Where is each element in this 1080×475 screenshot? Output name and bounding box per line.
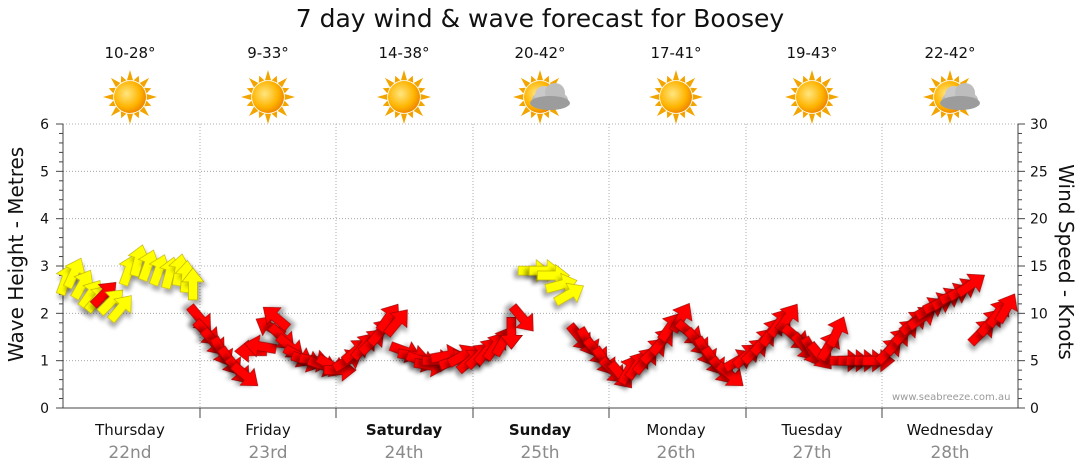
day-temperature: 17-41° [650, 44, 702, 62]
y-left-tick-label: 3 [40, 259, 49, 275]
wind-arrow [825, 316, 849, 349]
day-date: 26th [656, 443, 696, 463]
y-left-tick-label: 6 [40, 117, 49, 133]
watermark: www.seabreeze.com.au [892, 392, 1011, 403]
day-name: Wednesday [906, 421, 994, 439]
wind-arrow [106, 295, 132, 324]
day-name: Monday [646, 421, 706, 439]
day-temperature: 22-42° [924, 44, 976, 62]
day-temperature: 14-38° [378, 44, 430, 62]
sun-icon [785, 70, 839, 124]
wind-arrow [994, 293, 1018, 325]
day-name: Saturday [365, 421, 443, 439]
day-date: 25th [520, 443, 560, 463]
wind-arrow [262, 306, 292, 332]
y-right-tick-label: 10 [1030, 306, 1048, 322]
sun-icon [241, 70, 295, 124]
wind-arrow [955, 273, 986, 298]
y-left-tick-label: 0 [40, 401, 49, 417]
y-left-tick-label: 5 [40, 164, 49, 180]
day-name: Sunday [508, 421, 572, 439]
y-right-tick-label: 25 [1030, 164, 1048, 180]
y-right-tick-label: 30 [1030, 117, 1048, 133]
wind-arrow [774, 303, 799, 334]
day-date: 23rd [248, 443, 288, 463]
cloud-icon [530, 83, 570, 110]
day-date: 24th [384, 443, 424, 463]
wind-arrow [382, 309, 408, 338]
day-temperature: 20-42° [514, 44, 566, 62]
wind-arrow [553, 282, 584, 307]
wind-arrow [715, 361, 744, 387]
sun-cloud-icon [923, 70, 980, 124]
day-date: 28th [930, 443, 970, 463]
y-right-tick-label: 5 [1030, 354, 1039, 370]
sun-icon [103, 70, 157, 124]
wind-arrow [499, 316, 524, 350]
day-temperature: 19-43° [786, 44, 838, 62]
y-axis-left-label: Wave Height - Metres [4, 146, 28, 362]
y-left-tick-label: 1 [40, 354, 49, 370]
y-left-tick-label: 2 [40, 306, 49, 322]
weather-icons [103, 70, 980, 124]
y-right-tick-label: 0 [1030, 401, 1039, 417]
y-right-tick-label: 20 [1030, 212, 1048, 228]
day-date: 27th [792, 443, 832, 463]
day-name: Tuesday [781, 421, 843, 439]
y-axis-right-label: Wind Speed - Knots [1054, 164, 1078, 360]
sun-icon [649, 70, 703, 124]
wind-arrow [181, 267, 205, 301]
chart-title: 7 day wind & wave forecast for Boosey [295, 4, 785, 33]
cloud-icon [940, 83, 980, 110]
day-date: 22nd [108, 443, 152, 463]
wind-arrows [55, 244, 1018, 389]
y-right-tick-label: 15 [1030, 259, 1048, 275]
day-temperature: 10-28° [104, 44, 156, 62]
wind-arrow [243, 334, 278, 358]
day-name: Thursday [95, 421, 165, 439]
y-left-tick-label: 4 [40, 212, 49, 228]
sun-cloud-icon [513, 70, 570, 124]
day-name: Friday [245, 421, 291, 439]
wind-arrow [229, 361, 259, 387]
chart-axes: 0 1 2 3 4 5 6 0 5 10 15 20 25 30 [40, 117, 1048, 418]
day-temperature: 9-33° [247, 44, 289, 62]
sun-icon [377, 70, 431, 124]
wind-arrow [508, 303, 534, 332]
